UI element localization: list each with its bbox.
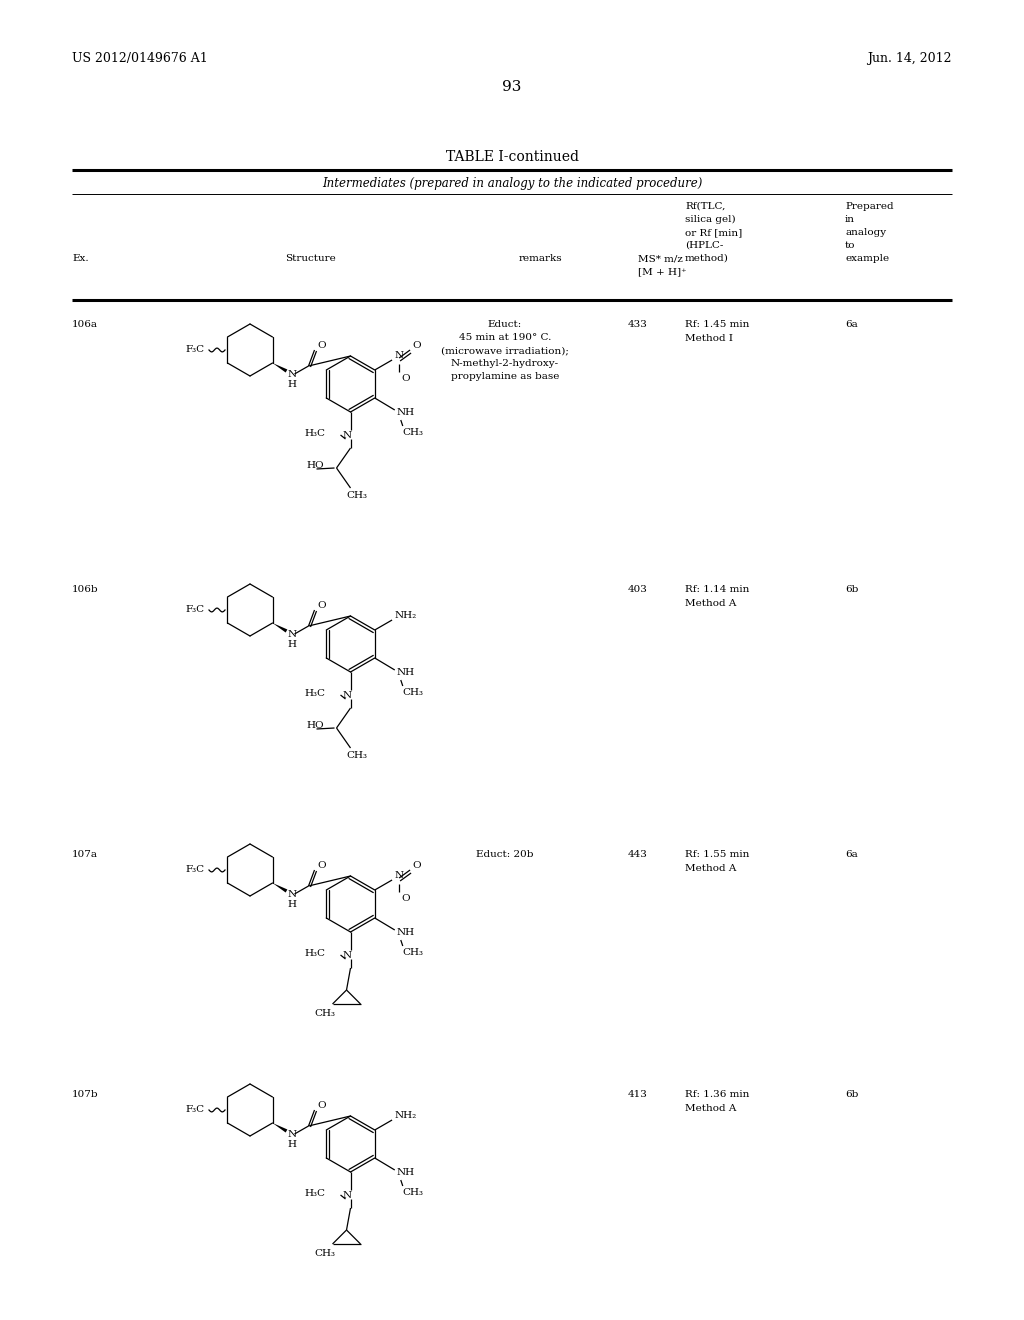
Text: CH₃: CH₃ <box>402 948 424 957</box>
Text: Structure: Structure <box>285 253 336 263</box>
Text: 413: 413 <box>628 1090 648 1100</box>
Text: Rf(TLC,: Rf(TLC, <box>685 202 725 211</box>
Text: Educt:: Educt: <box>487 319 522 329</box>
Text: CH₃: CH₃ <box>402 1188 424 1197</box>
Text: H: H <box>288 900 297 909</box>
Text: 107b: 107b <box>72 1090 98 1100</box>
Text: H₃C: H₃C <box>304 689 326 697</box>
Polygon shape <box>272 623 288 632</box>
Text: NH₂: NH₂ <box>394 610 417 619</box>
Text: 433: 433 <box>628 319 648 329</box>
Text: CH₃: CH₃ <box>346 491 368 500</box>
Text: 443: 443 <box>628 850 648 859</box>
Text: N: N <box>343 432 352 440</box>
Text: H: H <box>288 1140 297 1148</box>
Text: method): method) <box>685 253 729 263</box>
Text: F₃C: F₃C <box>185 866 204 874</box>
Text: 6b: 6b <box>845 585 858 594</box>
Text: Method A: Method A <box>685 1104 736 1113</box>
Text: to: to <box>845 242 855 249</box>
Text: O: O <box>401 894 410 903</box>
Text: CH₃: CH₃ <box>402 428 424 437</box>
Text: O: O <box>401 374 410 383</box>
Text: F₃C: F₃C <box>185 1106 204 1114</box>
Text: O: O <box>317 1101 326 1110</box>
Text: O: O <box>412 341 421 350</box>
Text: O: O <box>317 342 326 351</box>
Text: Rf: 1.45 min: Rf: 1.45 min <box>685 319 750 329</box>
Text: example: example <box>845 253 889 263</box>
Text: N: N <box>343 950 352 960</box>
Text: Rf: 1.14 min: Rf: 1.14 min <box>685 585 750 594</box>
Text: N: N <box>394 351 403 360</box>
Text: (microwave irradiation);: (microwave irradiation); <box>441 346 569 355</box>
Text: NH: NH <box>396 408 415 417</box>
Text: MS* m/z: MS* m/z <box>638 253 683 263</box>
Text: N: N <box>288 370 297 379</box>
Text: Jun. 14, 2012: Jun. 14, 2012 <box>867 51 952 65</box>
Text: CH₃: CH₃ <box>314 1008 335 1018</box>
Text: NH: NH <box>396 668 415 677</box>
Text: N: N <box>343 690 352 700</box>
Text: analogy: analogy <box>845 228 886 238</box>
Polygon shape <box>272 1123 288 1133</box>
Text: TABLE I-continued: TABLE I-continued <box>445 150 579 164</box>
Text: NH: NH <box>396 1168 415 1177</box>
Text: HO: HO <box>306 722 325 730</box>
Text: H₃C: H₃C <box>304 1188 326 1197</box>
Text: 107a: 107a <box>72 850 98 859</box>
Text: Rf: 1.36 min: Rf: 1.36 min <box>685 1090 750 1100</box>
Text: 6a: 6a <box>845 850 858 859</box>
Text: 403: 403 <box>628 585 648 594</box>
Text: H₃C: H₃C <box>304 949 326 957</box>
Text: Method A: Method A <box>685 865 736 873</box>
Text: F₃C: F₃C <box>185 346 204 355</box>
Text: US 2012/0149676 A1: US 2012/0149676 A1 <box>72 51 208 65</box>
Text: CH₃: CH₃ <box>402 688 424 697</box>
Text: H: H <box>288 640 297 649</box>
Text: H₃C: H₃C <box>304 429 326 437</box>
Text: Method A: Method A <box>685 599 736 609</box>
Text: propylamine as base: propylamine as base <box>451 372 559 381</box>
Text: Prepared: Prepared <box>845 202 894 211</box>
Text: (HPLC-: (HPLC- <box>685 242 723 249</box>
Text: HO: HO <box>306 462 325 470</box>
Polygon shape <box>272 363 288 372</box>
Text: 45 min at 190° C.: 45 min at 190° C. <box>459 333 551 342</box>
Text: CH₃: CH₃ <box>314 1249 335 1258</box>
Text: O: O <box>412 861 421 870</box>
Text: 93: 93 <box>503 81 521 94</box>
Text: CH₃: CH₃ <box>346 751 368 760</box>
Text: [M + H]⁺: [M + H]⁺ <box>638 267 687 276</box>
Text: 106a: 106a <box>72 319 98 329</box>
Text: Educt: 20b: Educt: 20b <box>476 850 534 859</box>
Text: Ex.: Ex. <box>72 253 89 263</box>
Text: in: in <box>845 215 855 224</box>
Text: N-methyl-2-hydroxy-: N-methyl-2-hydroxy- <box>451 359 559 368</box>
Text: Rf: 1.55 min: Rf: 1.55 min <box>685 850 750 859</box>
Text: 6a: 6a <box>845 319 858 329</box>
Text: 6b: 6b <box>845 1090 858 1100</box>
Text: H: H <box>288 380 297 389</box>
Text: N: N <box>394 871 403 880</box>
Text: remarks: remarks <box>518 253 562 263</box>
Text: N: N <box>288 630 297 639</box>
Text: N: N <box>288 1130 297 1139</box>
Text: NH: NH <box>396 928 415 937</box>
Text: or Rf [min]: or Rf [min] <box>685 228 742 238</box>
Text: NH₂: NH₂ <box>394 1110 417 1119</box>
Text: F₃C: F₃C <box>185 606 204 615</box>
Text: 106b: 106b <box>72 585 98 594</box>
Text: O: O <box>317 862 326 870</box>
Text: N: N <box>343 1191 352 1200</box>
Text: Method I: Method I <box>685 334 733 343</box>
Polygon shape <box>272 883 288 892</box>
Text: Intermediates (prepared in analogy to the indicated procedure): Intermediates (prepared in analogy to th… <box>322 177 702 190</box>
Text: O: O <box>317 602 326 610</box>
Text: N: N <box>288 890 297 899</box>
Text: silica gel): silica gel) <box>685 215 735 224</box>
